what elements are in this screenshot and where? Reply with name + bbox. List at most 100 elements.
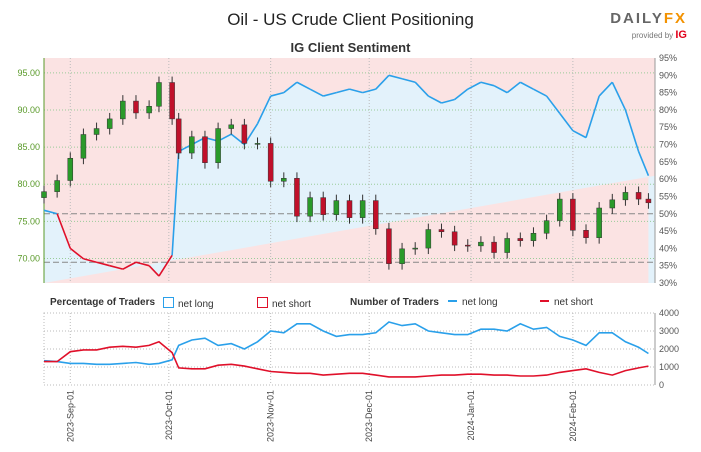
net-long-pct-segment (388, 74, 403, 80)
candle-body (412, 247, 418, 250)
net-long-pct-segment (637, 151, 650, 176)
legend-num-long: net long (448, 297, 498, 308)
net-long-pct-segment (545, 95, 561, 114)
candle-body (294, 178, 300, 217)
candle-body (228, 124, 234, 129)
count-tick-label: 2000 (659, 344, 679, 354)
legend-pct-long: net long (163, 297, 214, 310)
pct-tick-label: 40% (659, 243, 677, 253)
candle-body (254, 143, 261, 145)
long-box-icon (163, 297, 174, 308)
price-tick-label: 80.00 (17, 179, 40, 189)
net-long-pct-segment (611, 81, 627, 111)
candle-body (80, 134, 87, 159)
provider-name: IG (675, 29, 687, 41)
candle-body (478, 241, 484, 247)
net-long-pct-segment (256, 95, 272, 125)
date-tick-label: 2023-Dec-01 (364, 390, 374, 442)
net-long-pct-segment (349, 88, 363, 94)
candle-body (67, 157, 74, 181)
net-long-pct-segment (43, 209, 58, 215)
pct-tick-label: 45% (659, 226, 677, 236)
price-tick-label: 70.00 (17, 253, 40, 263)
candle-body (175, 118, 182, 154)
date-tick-label: 2024-Jan-01 (466, 390, 476, 441)
net-long-pct-segment (122, 261, 137, 270)
net-long-pct-segment (585, 95, 600, 138)
net-long-pct-segment (533, 88, 547, 97)
candle-body (556, 198, 563, 221)
candle-body (543, 220, 550, 234)
net-long-pct-segment (362, 88, 376, 94)
candle-body (438, 229, 445, 233)
candle-body (465, 244, 471, 247)
candle-body (333, 200, 340, 215)
legend-num-long-text: net long (462, 297, 498, 308)
candle-body (93, 128, 100, 135)
candle-body (491, 241, 497, 253)
pct-tick-label: 60% (659, 174, 677, 184)
net-long-pct-segment (375, 74, 390, 90)
candle-body (425, 229, 432, 249)
long-line-icon (448, 300, 457, 302)
net-long-pct-segment (519, 81, 534, 90)
dailyfx-logo: DAILYFX (610, 10, 687, 27)
provided-by-text: provided by (631, 31, 674, 40)
count-tick-label: 3000 (659, 326, 679, 336)
candle-body (189, 136, 195, 154)
candle-body (517, 238, 524, 241)
net-long-pct-segment (454, 88, 469, 101)
date-tick-label: 2023-Oct-01 (164, 390, 174, 440)
candle-body (146, 106, 152, 114)
net-long-pct-segment (323, 91, 337, 97)
pct-tick-label: 55% (659, 191, 677, 201)
candle-body (386, 228, 392, 264)
net-long-pct-segment (69, 247, 84, 260)
candle-body (622, 192, 629, 201)
net-long-pct-segment (135, 261, 150, 267)
net-long-pct-segment (309, 88, 324, 97)
pct-tick-label: 80% (659, 105, 677, 115)
candle-body (281, 178, 287, 182)
count-tick-label: 0 (659, 380, 664, 390)
short-line-icon (540, 300, 549, 302)
net-long-pct-segment (83, 257, 97, 264)
short-box-icon (257, 297, 268, 308)
pct-tick-label: 75% (659, 122, 677, 132)
count-tick-label: 4000 (659, 308, 679, 318)
pct-tick-label: 70% (659, 140, 677, 150)
pct-tick-label: 65% (659, 157, 677, 167)
candle-body (54, 180, 60, 192)
net-short-count-line (44, 340, 649, 378)
chart-title: Oil - US Crude Client Positioning (227, 10, 474, 29)
net-long-pct-segment (506, 81, 521, 94)
net-long-pct-segment (401, 77, 416, 84)
candle-body (133, 100, 139, 114)
candle-body (202, 136, 208, 163)
pct-tick-label: 95% (659, 53, 677, 63)
net-long-pct-segment (572, 129, 587, 139)
legend-pct-long-text: net long (178, 299, 214, 310)
net-long-pct-segment (559, 112, 574, 132)
price-tick-label: 85.00 (17, 142, 40, 152)
candle-body (120, 100, 126, 120)
net-long-pct-segment (171, 151, 180, 256)
net-long-pct-segment (336, 88, 350, 94)
net-long-pct-segment (427, 95, 442, 104)
candle-body (583, 230, 589, 238)
pct-tick-label: 35% (659, 261, 677, 271)
pct-tick-label: 85% (659, 88, 677, 98)
pct-tick-label: 50% (659, 209, 677, 219)
candle-body (504, 238, 510, 253)
candle-body (609, 199, 616, 209)
candle-body (451, 231, 458, 246)
chart-subtitle: IG Client Sentiment (290, 40, 411, 55)
candle-body (320, 197, 326, 215)
candle-body (645, 198, 652, 204)
net-long-pct-segment (270, 91, 285, 97)
net-long-pct-segment (441, 98, 455, 104)
net-long-pct-segment (109, 264, 124, 270)
price-tick-label: 95.00 (17, 68, 40, 78)
